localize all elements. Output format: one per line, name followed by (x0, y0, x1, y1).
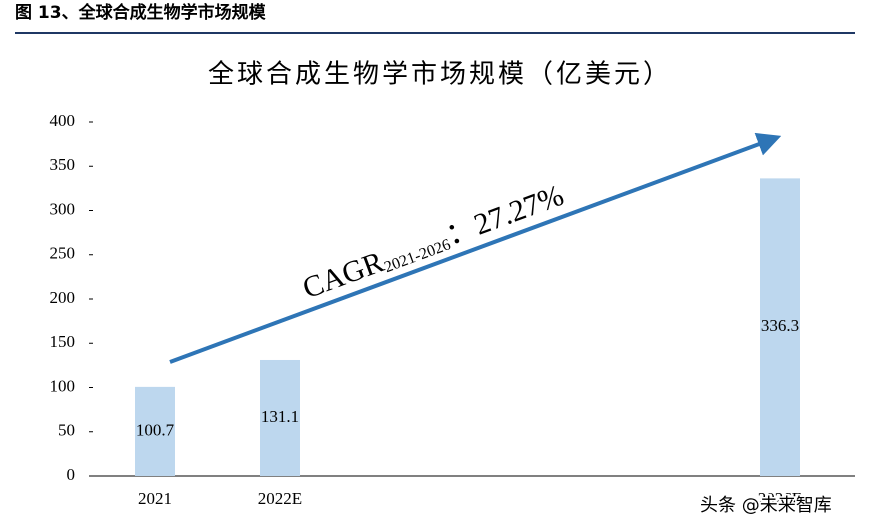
value-label: 100.7 (136, 420, 175, 439)
y-tick-label: 350 (50, 155, 76, 174)
bar (260, 359, 300, 476)
y-tick-label: 50 (58, 421, 75, 440)
y-tick-label: 400 (50, 111, 76, 130)
y-tick-label: 0 (67, 465, 76, 484)
bar (135, 386, 175, 476)
value-label: 336.3 (761, 316, 799, 335)
y-tick-label: 100 (50, 376, 76, 395)
x-tick-label: 2021 (138, 489, 172, 508)
cagr-annotation: CAGR2021-2026：27.27% (298, 179, 568, 305)
x-tick-label: 2026E (758, 489, 802, 508)
y-tick-label: 250 (50, 244, 76, 263)
trend-arrow (169, 132, 782, 364)
cagr-value: ：27.27% (442, 179, 568, 252)
y-tick-label: 300 (50, 199, 76, 218)
bar (760, 178, 800, 476)
y-tick-label: 200 (50, 288, 76, 307)
figure-title: 图 13、全球合成生物学市场规模 (15, 2, 267, 23)
value-label: 131.1 (261, 407, 299, 426)
watermark: 头条 @未来智库 (700, 495, 832, 516)
y-tick-label: 150 (50, 332, 76, 351)
x-tick-label: 2022E (258, 489, 302, 508)
chart-title: 全球合成生物学市场规模（亿美元） (208, 60, 672, 90)
